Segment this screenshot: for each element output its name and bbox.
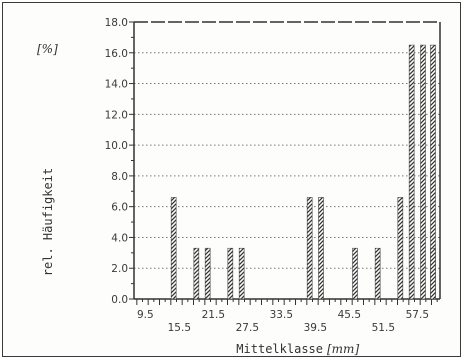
x-tick-label: 9.5 (137, 309, 154, 321)
y-tick-label: 10.0 (105, 140, 128, 152)
bar (307, 197, 312, 299)
bar (398, 197, 403, 299)
x-tick-label: 39.5 (304, 322, 327, 334)
x-axis-title: Mittelklasse (236, 342, 323, 356)
bar (431, 248, 436, 299)
y-tick-label: 6.0 (111, 202, 128, 214)
y-tick-label: 4.0 (111, 232, 128, 244)
x-tick-label: 57.5 (406, 309, 429, 321)
x-tick-label: 51.5 (372, 322, 395, 334)
bar (239, 248, 244, 299)
y-tick-label: 2.0 (111, 263, 128, 275)
x-tick-label: 45.5 (338, 309, 361, 321)
y-tick-label: 8.0 (111, 171, 128, 183)
bar (194, 248, 199, 299)
y-unit-label: [%] (37, 42, 58, 56)
x-tick-label: 27.5 (236, 322, 259, 334)
x-tick-label: 21.5 (202, 309, 225, 321)
bar (409, 45, 414, 299)
bar (353, 248, 358, 299)
bar (319, 197, 324, 299)
x-tick-labels: 9.5 21.5 33.5 45.5 57.5 15.5 27.5 39.5 51.5 (137, 309, 429, 334)
gridlines (134, 53, 440, 268)
y-tick-labels: 0.0 2.0 4.0 6.0 8.0 10.0 12.0 14.0 16.0 18.0 (105, 17, 128, 306)
y-tick-label: 14.0 (105, 79, 128, 91)
y-axis-title: rel. Häufigkeit (41, 168, 55, 276)
y-tick-label: 12.0 (105, 109, 128, 121)
y-tick-label: 18.0 (105, 17, 128, 29)
bar (375, 248, 380, 299)
x-tick-label: 15.5 (168, 322, 191, 334)
x-tick-label: 33.5 (270, 309, 293, 321)
bar (421, 45, 426, 299)
y-tick-label: 0.0 (111, 294, 128, 306)
y-tick-label: 16.0 (105, 48, 128, 60)
bar (171, 197, 176, 299)
bar (205, 248, 210, 299)
x-unit-label: [mm] (327, 342, 359, 356)
bar (228, 248, 233, 299)
